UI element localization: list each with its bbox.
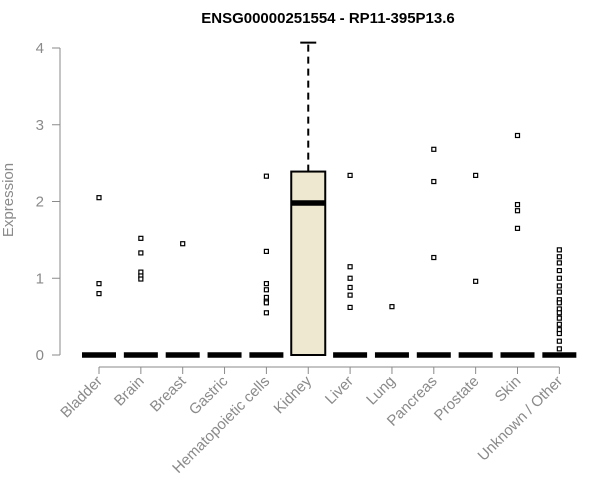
outlier-point-breast-1	[180, 241, 186, 247]
outlier-point-bladder-2	[96, 281, 102, 287]
x-tick-label-kidney: Kidney	[271, 372, 316, 417]
outlier-point-unknown-other-4	[556, 267, 562, 274]
box-liver	[333, 172, 368, 358]
outlier-point-pancreas-1	[431, 146, 437, 152]
outlier-point-bladder-3	[96, 291, 102, 297]
box-brain	[123, 235, 158, 358]
outlier-point-unknown-other-1	[556, 247, 562, 253]
outlier-point-lung-1	[389, 304, 395, 310]
x-tick-label-breast: Breast	[147, 372, 190, 415]
outlier-point-skin-1	[514, 132, 521, 139]
box-breast	[165, 241, 200, 358]
outlier-point-hematopoietic-cells-1	[263, 173, 269, 179]
y-tick-label-0: 0	[36, 347, 44, 364]
box-body-kidney	[290, 170, 327, 356]
y-axis: 0 1 2 3 4	[36, 40, 61, 364]
outlier-point-pancreas-2	[431, 178, 437, 185]
outlier-point-unknown-other-2	[556, 254, 562, 260]
outlier-point-skin-2	[514, 201, 521, 208]
outlier-point-unknown-other-17	[556, 346, 562, 352]
box-unknown-other	[542, 247, 577, 358]
outlier-point-hematopoietic-cells-7	[263, 300, 269, 306]
outlier-point-hematopoietic-cells-2	[263, 248, 269, 254]
y-tick-label-1: 1	[36, 270, 44, 287]
outlier-point-unknown-other-13	[556, 321, 562, 327]
plot-area	[82, 41, 577, 358]
outlier-point-unknown-other-6	[556, 283, 562, 289]
outlier-point-pancreas-3	[431, 254, 437, 261]
x-tick-label-liver: Liver	[322, 373, 357, 408]
outlier-point-liver-2	[347, 264, 353, 270]
outlier-point-liver-3	[347, 275, 353, 281]
y-tick-label-3: 3	[36, 117, 44, 134]
outlier-point-liver-4	[347, 284, 353, 291]
outlier-point-unknown-other-9	[556, 300, 562, 306]
y-tick-label-2: 2	[36, 194, 44, 211]
box-pancreas	[416, 146, 451, 358]
outlier-point-brain-1	[138, 235, 144, 241]
x-tick-label-brain: Brain	[111, 373, 148, 410]
box-bladder	[82, 195, 116, 358]
box-lung	[374, 304, 409, 358]
outlier-point-brain-5	[138, 276, 144, 282]
x-tick-label-bladder: Bladder	[57, 373, 106, 422]
outlier-point-liver-1	[347, 172, 353, 179]
chart-title: ENSG00000251554 - RP11-395P13.6	[201, 10, 455, 27]
outlier-point-prostate-1	[473, 172, 479, 179]
outlier-point-prostate-2	[473, 278, 479, 284]
y-axis-label: Expression	[0, 163, 17, 237]
outlier-point-liver-6	[347, 304, 353, 311]
box-hematopoietic-cells	[249, 173, 284, 358]
box-kidney	[290, 41, 327, 356]
outlier-point-skin-3	[514, 208, 521, 214]
outlier-point-bladder-1	[96, 195, 102, 201]
outlier-point-hematopoietic-cells-3	[263, 281, 269, 287]
outlier-point-hematopoietic-cells-8	[263, 310, 269, 316]
box-skin	[500, 132, 535, 358]
outlier-point-unknown-other-15	[556, 330, 562, 337]
outlier-point-liver-5	[347, 292, 353, 298]
outlier-point-unknown-other-3	[556, 260, 562, 266]
outlier-point-unknown-other-7	[556, 289, 562, 295]
outlier-point-skin-4	[514, 225, 521, 231]
outlier-point-unknown-other-12	[556, 315, 562, 321]
x-tick-label-skin: Skin	[492, 373, 525, 406]
y-tick-label-4: 4	[36, 40, 44, 57]
x-tick-label-lung: Lung	[363, 373, 399, 409]
outlier-point-brain-2	[138, 250, 144, 256]
outlier-point-hematopoietic-cells-4	[263, 287, 269, 293]
box-prostate	[458, 172, 493, 358]
outlier-point-unknown-other-11	[556, 310, 562, 316]
outlier-point-unknown-other-5	[556, 275, 562, 281]
outlier-point-unknown-other-16	[556, 338, 562, 344]
x-tick-label-prostate: Prostate	[431, 373, 483, 425]
